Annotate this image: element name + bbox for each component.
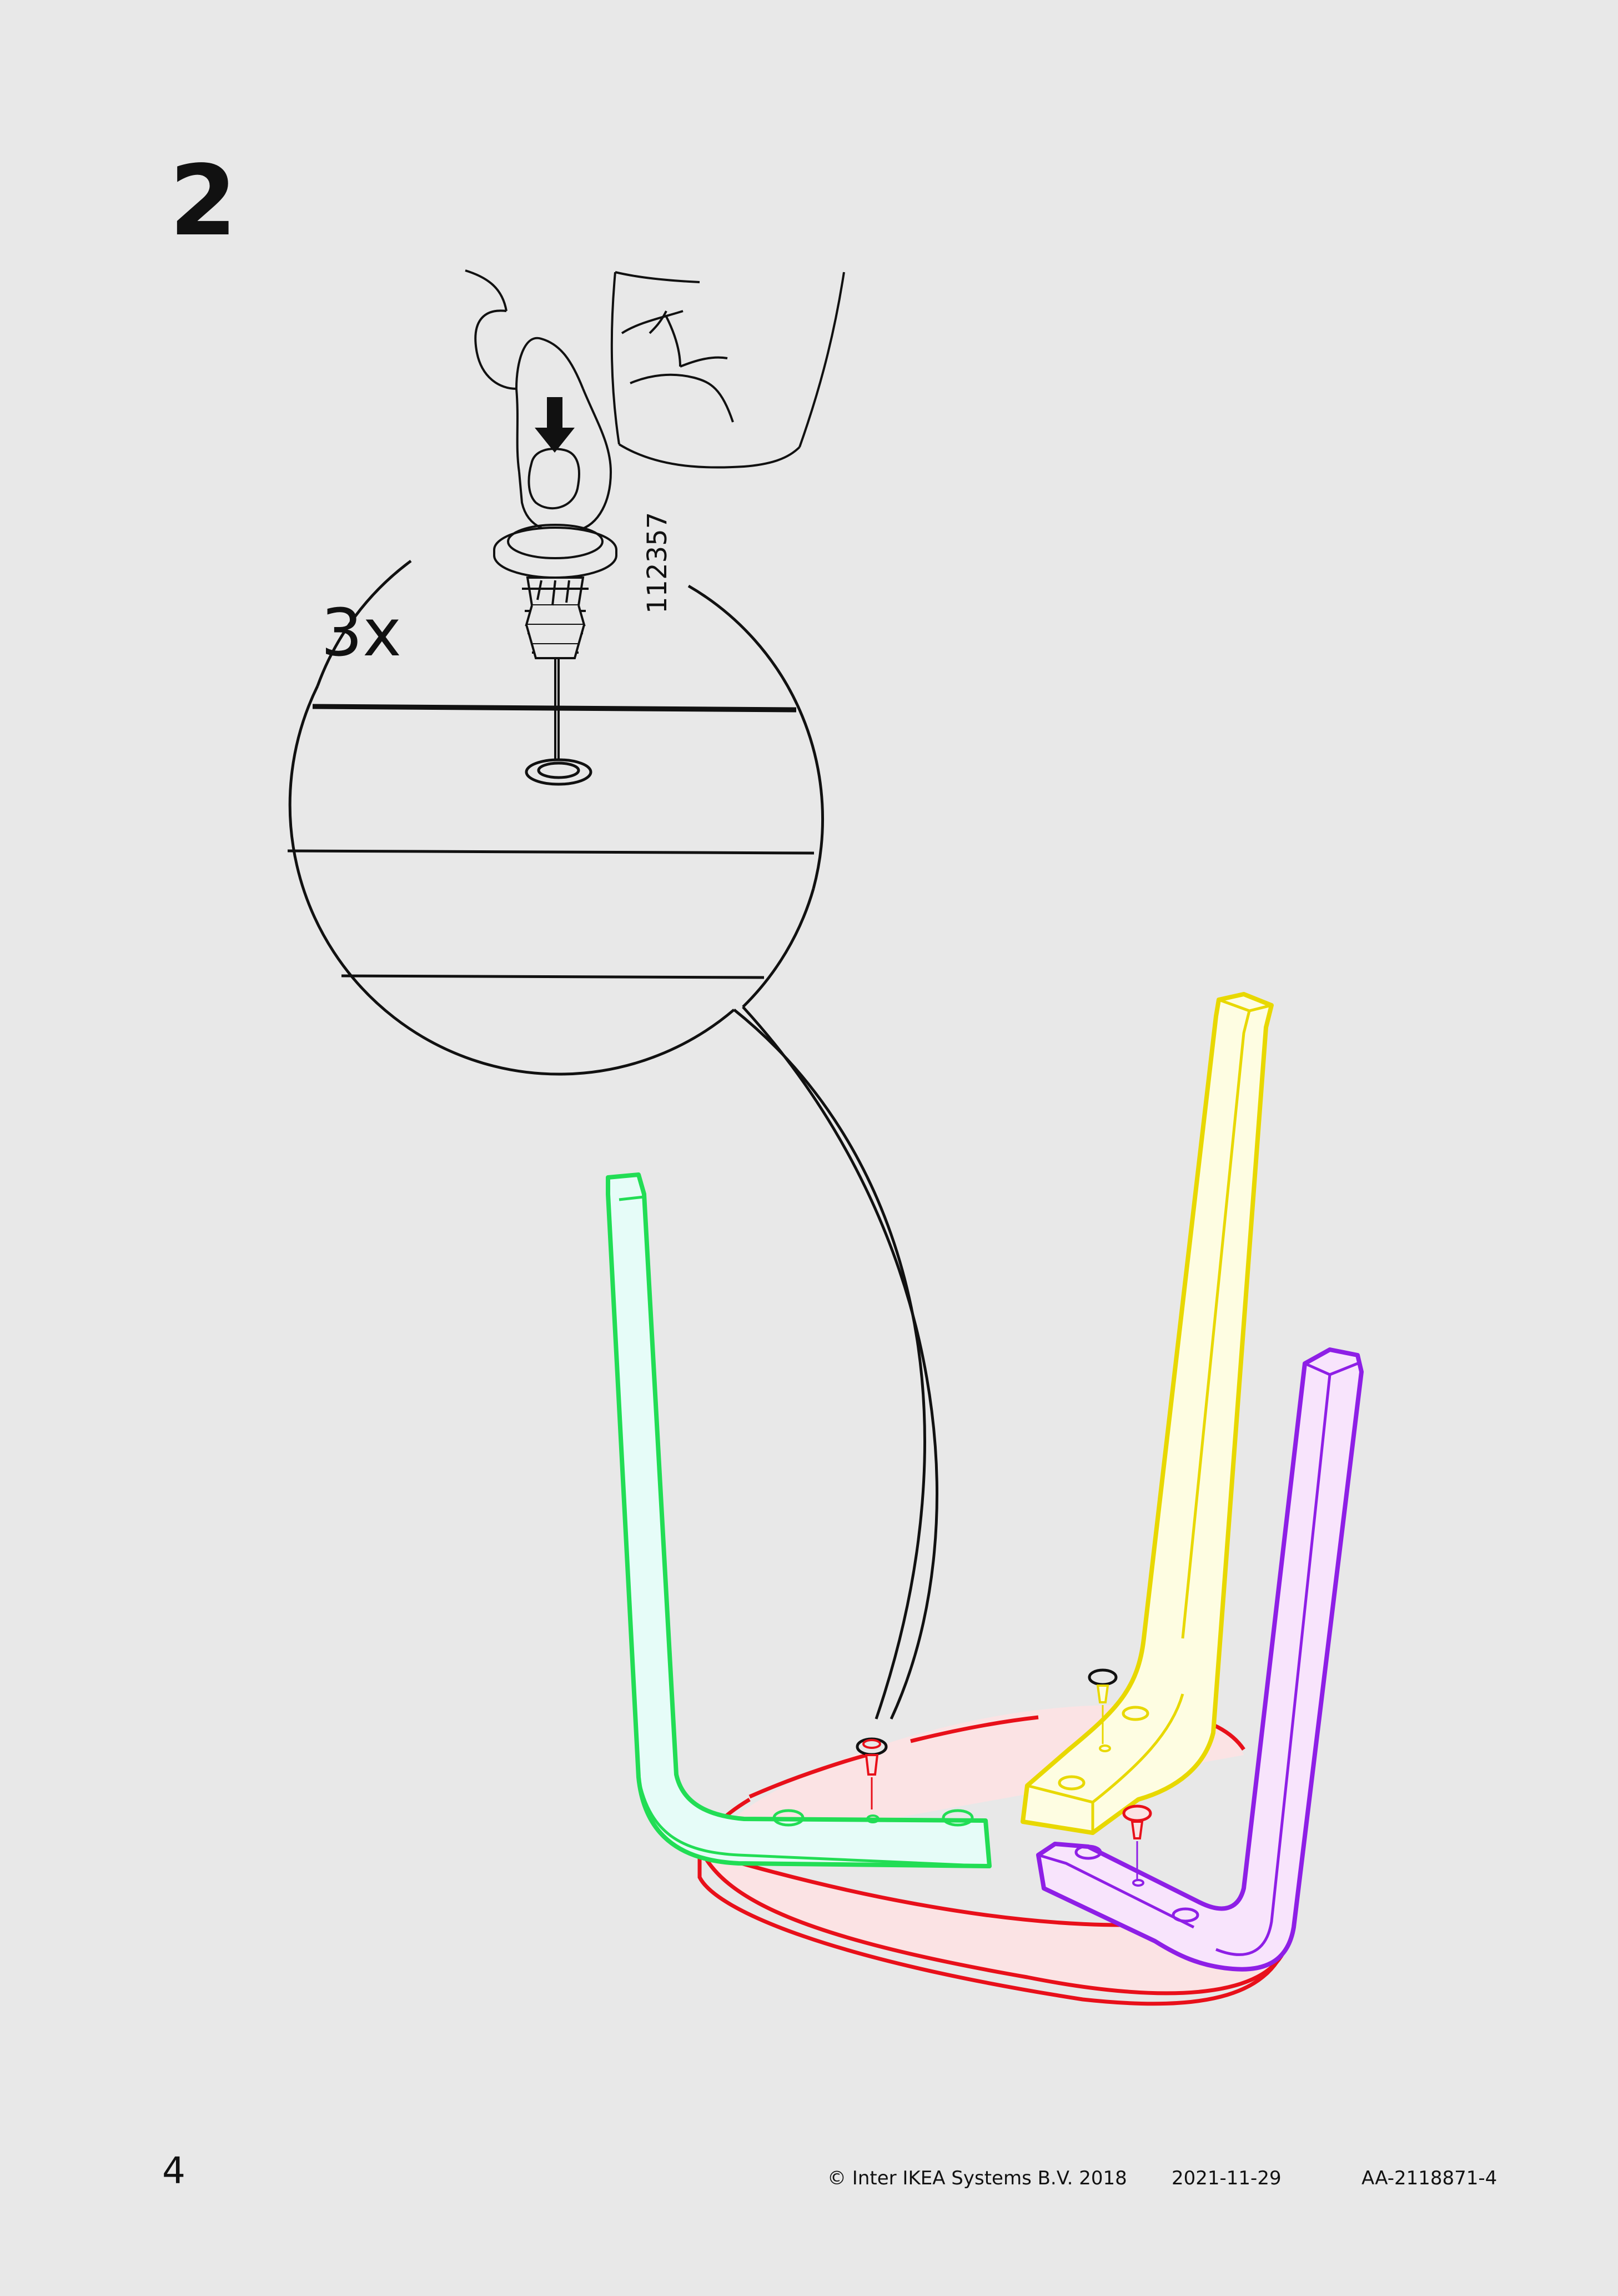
dowel-icon (493, 524, 617, 659)
copyright-notice: © Inter IKEA Systems B.V. 2018 (827, 2167, 1127, 2189)
magnifier-callout (287, 559, 938, 1720)
stool-leg (1036, 1347, 1364, 1972)
press-down-arrow-icon (535, 397, 575, 453)
stool-leg (606, 1172, 992, 1868)
dowel-icon (1122, 1804, 1152, 1880)
document-date: 2021-11-29 (1172, 2167, 1282, 2189)
dowel-icon (1088, 1668, 1118, 1744)
stool-leg (1021, 992, 1274, 1835)
quantity-label: 3x (321, 594, 401, 671)
dowel-icon (856, 1737, 888, 1809)
part-number-label: 112357 (642, 512, 673, 614)
step-number: 2 (169, 145, 237, 258)
page-number: 4 (162, 2149, 185, 2192)
document-id: AA-2118871-4 (1361, 2167, 1498, 2189)
hand-icon (465, 269, 845, 533)
